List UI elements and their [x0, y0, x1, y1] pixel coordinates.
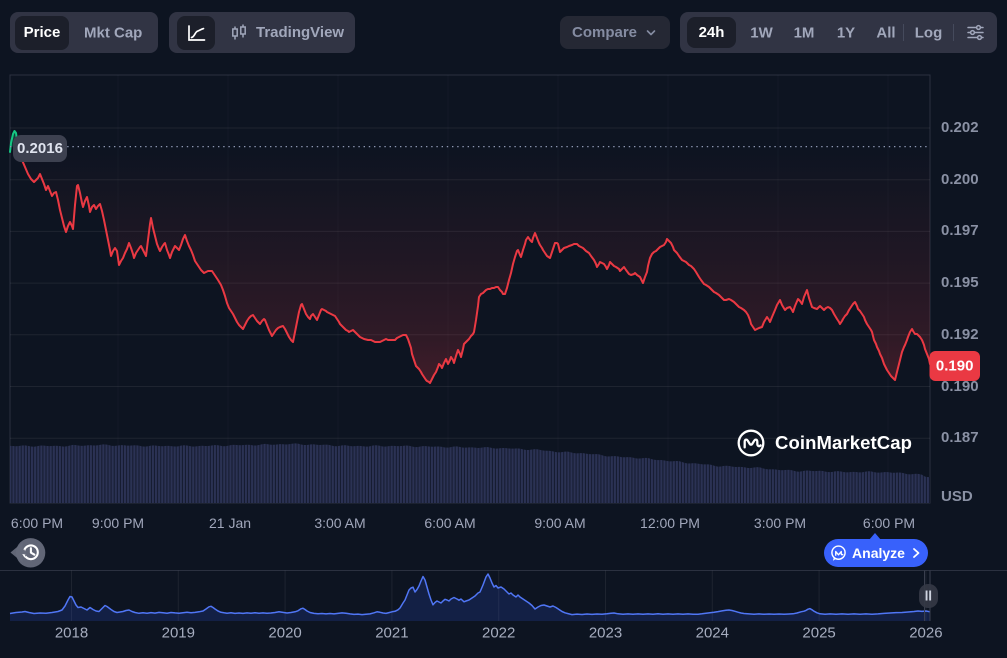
svg-text:0.190: 0.190: [936, 358, 974, 375]
